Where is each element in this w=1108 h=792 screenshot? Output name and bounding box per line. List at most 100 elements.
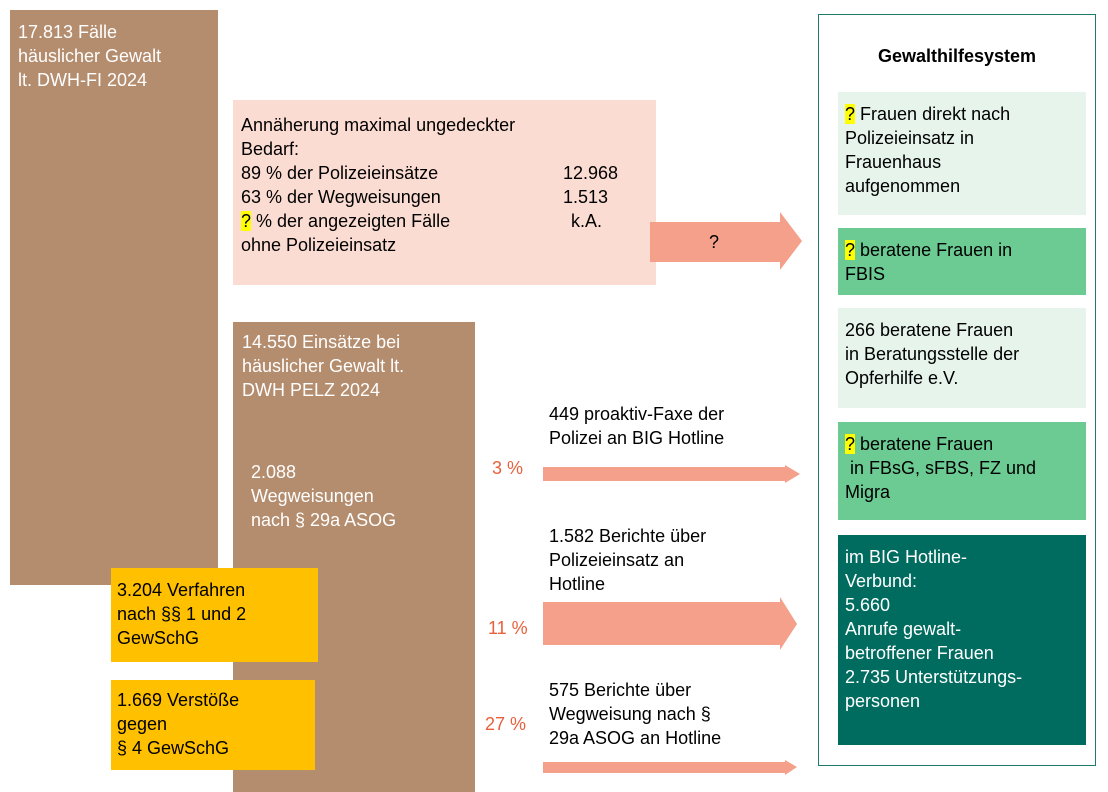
arrow-text: 1.582 Berichte über Polizeieinsatz an Hotl… <box>549 524 706 596</box>
text-line: Opferhilfe e.V. <box>845 366 1086 390</box>
text-line: 3.204 Verfahren <box>117 578 246 602</box>
text-line: ? beratene Frauen <box>845 432 1086 456</box>
text-line: GewSchG <box>117 626 246 650</box>
text-line: Verbund: <box>845 569 1086 593</box>
text: 89 % der Polizeieinsätze <box>241 163 439 183</box>
text: betroffener Frauen <box>845 643 994 663</box>
text-line: 2.735 Unterstützungs- <box>845 665 1086 689</box>
text-line: 1.582 Berichte über <box>549 524 706 548</box>
text: Anrufe gewalt- <box>845 619 962 639</box>
text-line: aufgenommen <box>845 174 1086 198</box>
text: 266 beratene Frauen <box>845 320 1014 340</box>
text: im BIG Hotline- <box>845 547 968 567</box>
arrow <box>650 212 802 270</box>
need-box <box>233 100 656 285</box>
text: 575 Berichte über <box>549 680 692 700</box>
arrow-text: 575 Berichte über Wegweisung nach § 29a AS… <box>549 678 721 750</box>
need-value: 12.968 <box>563 163 619 183</box>
text: Verbund: <box>845 571 918 591</box>
arrow <box>543 597 797 650</box>
text: Frauenhaus <box>845 152 942 172</box>
text: Polizeieinsatz an <box>549 550 685 570</box>
text-line: in Beratungsstelle der <box>845 342 1086 366</box>
court-box <box>111 680 315 770</box>
text: in FBsG, sFBS, FZ und <box>845 458 1037 478</box>
text: 1.582 Berichte über <box>549 526 707 546</box>
system-box: ? beratene Frauen in FBIS <box>838 228 1086 295</box>
text: DWH PELZ 2024 <box>242 380 381 400</box>
text: häuslicher Gewalt <box>18 46 162 66</box>
text-line: 5.660 <box>845 593 1086 617</box>
need-text: Annäherung maximal ungedeckter Bedarf: 89 … <box>241 113 651 257</box>
text-line: im BIG Hotline- <box>845 545 1086 569</box>
text: 3.204 Verfahren <box>117 580 246 600</box>
need-label: ohne Polizeieinsatz <box>241 235 397 255</box>
percent: 3 % <box>492 458 524 478</box>
text-line: Annäherung maximal ungedeckter <box>241 113 651 137</box>
system-box: ? Frauen direkt nach Polizeieinsatz in Fra… <box>838 92 1086 215</box>
text: Opferhilfe e.V. <box>845 368 959 388</box>
text-line: nach § 29a ASOG <box>251 508 396 532</box>
wegweisung-text: 2.088 Wegweisungen nach § 29a ASOG <box>251 460 396 532</box>
need-label: ? % der angezeigten Fälle <box>241 211 450 231</box>
text-line: ? beratene Frauen in <box>845 238 1086 262</box>
text-line: Hotline <box>549 572 706 596</box>
unknown-mark: ? <box>241 211 252 231</box>
system-title: Gewalthilfesystem <box>877 46 1037 66</box>
text-line: 29a ASOG an Hotline <box>549 726 721 750</box>
text: 63 % der Wegweisungen <box>241 187 441 207</box>
text-line: DWH PELZ 2024 <box>242 378 404 402</box>
text: Wegweisungen <box>251 486 374 506</box>
text-line: 2.088 <box>251 460 396 484</box>
text-line: Wegweisungen <box>251 484 396 508</box>
arrow-text: 449 proaktiv-Faxe der Polizei an BIG Hotl… <box>549 402 724 450</box>
text-line: 575 Berichte über <box>549 678 721 702</box>
system-box: ? beratene Frauen in FBsG, sFBS, FZ und M… <box>838 422 1086 520</box>
unknown-mark: ? <box>845 104 856 124</box>
cases-text: 17.813 Fälle häuslicher Gewalt lt. DWH-FI … <box>18 20 161 92</box>
percent: 11 % <box>488 618 528 638</box>
text: beratene Frauen in <box>860 240 1013 260</box>
court-text: 3.204 Verfahren nach §§ 1 und 2 GewSchG <box>117 578 246 650</box>
text-line: Polizeieinsatz in <box>845 126 1086 150</box>
text-line: Anrufe gewalt- <box>845 617 1086 641</box>
court-box <box>111 568 318 662</box>
text: 17.813 Fälle <box>18 22 118 42</box>
text-line: nach §§ 1 und 2 <box>117 602 246 626</box>
text-line: Wegweisung nach § <box>549 702 721 726</box>
need-row: ? % der angezeigten Fälle k.A. <box>241 209 651 233</box>
text-line: ? Frauen direkt nach <box>845 102 1086 126</box>
text-line: § 4 GewSchG <box>117 736 239 760</box>
text: personen <box>845 691 921 711</box>
text: nach § 29a ASOG <box>251 510 397 530</box>
text: Wegweisung nach § <box>549 704 711 724</box>
text: lt. DWH-FI 2024 <box>18 70 148 90</box>
arrow <box>543 760 797 775</box>
text-line: gegen <box>117 712 239 736</box>
text: 1.669 Verstöße <box>117 690 240 710</box>
unknown-mark: ? <box>845 434 856 454</box>
text: Frauen direkt nach <box>860 104 1011 124</box>
text: Polizei an BIG Hotline <box>549 428 725 448</box>
text: häuslicher Gewalt lt. <box>242 356 405 376</box>
need-value: k.A. <box>571 211 603 231</box>
text: 2.088 <box>251 462 297 482</box>
need-value: 1.513 <box>563 187 609 207</box>
text-line: Frauenhaus <box>845 150 1086 174</box>
need-label: 63 % der Wegweisungen <box>241 187 441 207</box>
text-line: personen <box>845 689 1086 713</box>
text: Hotline <box>549 574 606 594</box>
text-line: lt. DWH-FI 2024 <box>18 68 161 92</box>
text-line: 449 proaktiv-Faxe der <box>549 402 724 426</box>
cases-box <box>10 10 218 585</box>
text-line: 266 beratene Frauen <box>845 318 1086 342</box>
text-line: Bedarf: <box>241 137 651 161</box>
text: 14.550 Einsätze bei <box>242 332 401 352</box>
court-text: 1.669 Verstöße gegen § 4 GewSchG <box>117 688 239 760</box>
text: in Beratungsstelle der <box>845 344 1020 364</box>
unknown-mark: ? <box>845 240 856 260</box>
text: Annäherung maximal ungedeckter <box>241 115 516 135</box>
system-frame <box>818 14 1096 766</box>
text-line: in FBsG, sFBS, FZ und <box>845 456 1086 480</box>
